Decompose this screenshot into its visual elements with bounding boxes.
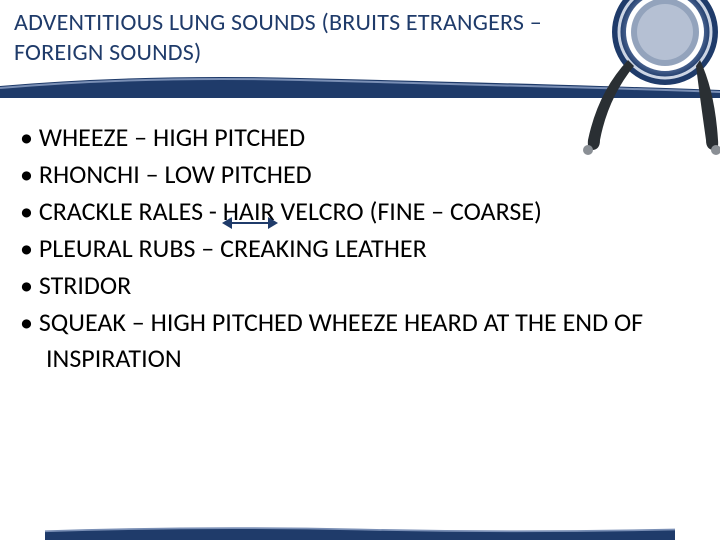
list-item: STRIDOR [20,268,690,303]
list-item: PLEURAL RUBS – CREAKING LEATHER [20,231,690,266]
list-item: CRACKLE RALES - HAIR VELCRO (FINE – COAR… [20,194,690,229]
double-arrow-icon [220,212,280,234]
list-item: SQUEAK – HIGH PITCHED WHEEZE HEARD AT TH… [20,305,690,375]
list-item: WHEEZE – HIGH PITCHED [20,120,690,155]
content-area: WHEEZE – HIGH PITCHED RHONCHI – LOW PITC… [20,120,690,378]
slide: ADVENTITIOUS LUNG SOUNDS (BRUITS ETRANGE… [0,0,720,540]
bullet-list: WHEEZE – HIGH PITCHED RHONCHI – LOW PITC… [20,120,690,376]
slide-title: ADVENTITIOUS LUNG SOUNDS (BRUITS ETRANGE… [14,8,574,68]
bottom-border [0,526,720,540]
list-item: RHONCHI – LOW PITCHED [20,157,690,192]
title-band: ADVENTITIOUS LUNG SOUNDS (BRUITS ETRANGE… [0,0,720,94]
